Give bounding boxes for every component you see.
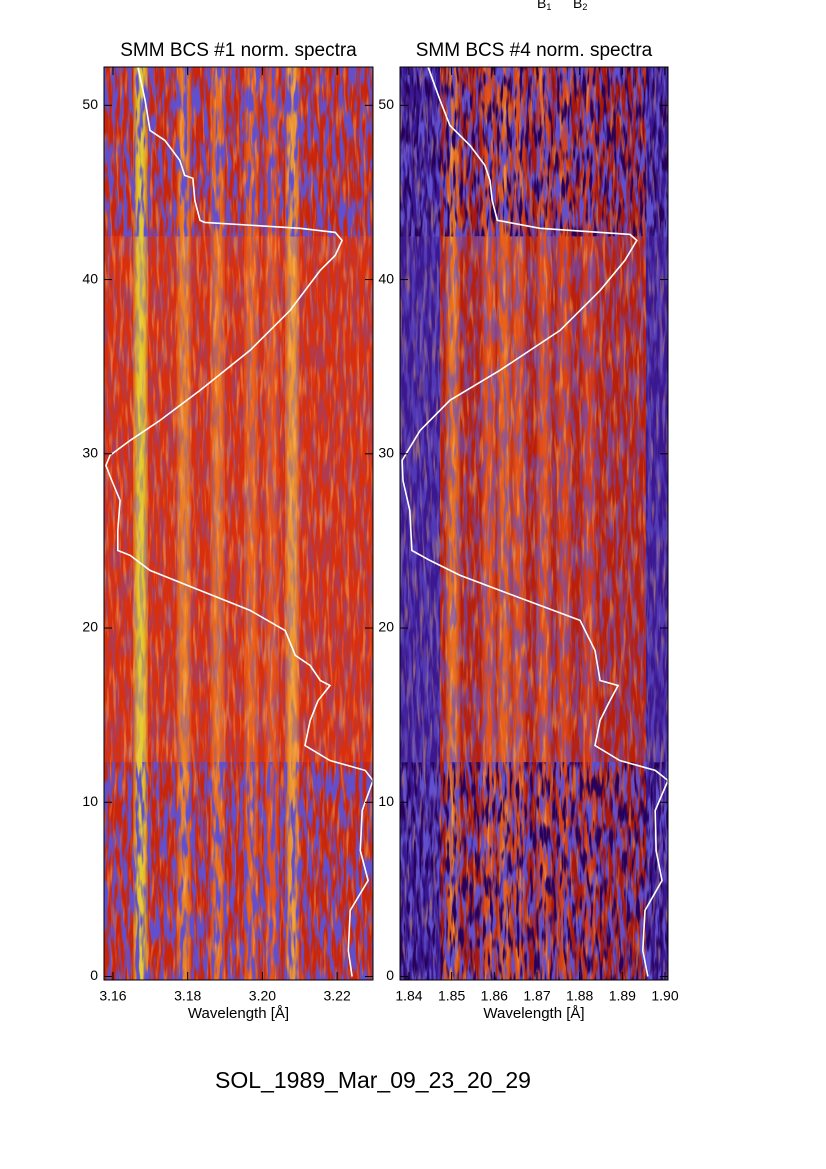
- y-tick-label: 0: [386, 967, 394, 983]
- y-tick-label: 30: [378, 445, 394, 461]
- y-tick-label: 50: [82, 96, 98, 112]
- y-tick-label: 10: [82, 793, 98, 809]
- y-tick-label: 30: [82, 445, 98, 461]
- axes-frame: [103, 66, 374, 981]
- annotation-subscript: 1: [546, 2, 551, 12]
- annotation-text: B: [573, 0, 582, 11]
- noise-blue: [104, 67, 373, 237]
- x-tick-label: 1.84: [395, 988, 422, 1004]
- x-tick-label: 1.88: [566, 988, 593, 1004]
- x-tick-label: 1.90: [651, 988, 678, 1004]
- light-curve: [105, 67, 373, 977]
- y-tick-label: 40: [378, 270, 394, 286]
- annotation: B1: [537, 0, 551, 12]
- x-tick-label: 3.20: [249, 988, 276, 1004]
- x-axis-label: Wavelength [Å]: [188, 1005, 289, 1022]
- chart-title: SMM BCS #4 norm. spectra: [416, 40, 653, 61]
- x-tick-label: 3.16: [99, 988, 126, 1004]
- noise-dark: [400, 762, 668, 980]
- x-tick-label: 1.86: [481, 988, 508, 1004]
- noise-blue-light: [400, 236, 668, 763]
- chart-title: SMM BCS #1 norm. spectra: [120, 40, 357, 61]
- noise-dark: [400, 67, 668, 237]
- y-tick-label: 50: [378, 96, 394, 112]
- y-tick-label: 0: [90, 967, 98, 983]
- x-tick-label: 1.85: [438, 988, 465, 1004]
- x-tick-label: 3.22: [324, 988, 351, 1004]
- footer-title: SOL_1989_Mar_09_23_20_29: [215, 1067, 531, 1093]
- x-tick-label: 3.18: [174, 988, 201, 1004]
- spectrogram-panel: [400, 67, 668, 980]
- y-tick-label: 40: [82, 270, 98, 286]
- light-curve: [401, 67, 668, 977]
- axes-frame: [399, 66, 669, 981]
- y-tick-label: 10: [378, 793, 394, 809]
- x-tick-label: 1.87: [523, 988, 550, 1004]
- noise-blue: [104, 762, 373, 980]
- annotation-text: B: [537, 0, 546, 11]
- noise-blue-light: [104, 236, 373, 763]
- x-tick-label: 1.89: [609, 988, 636, 1004]
- spectrogram-panel: [104, 67, 373, 980]
- x-axis-label: Wavelength [Å]: [483, 1005, 584, 1022]
- annotation: B2: [573, 0, 587, 12]
- y-tick-label: 20: [378, 619, 394, 635]
- y-tick-label: 20: [82, 619, 98, 635]
- annotation-subscript: 2: [582, 2, 587, 12]
